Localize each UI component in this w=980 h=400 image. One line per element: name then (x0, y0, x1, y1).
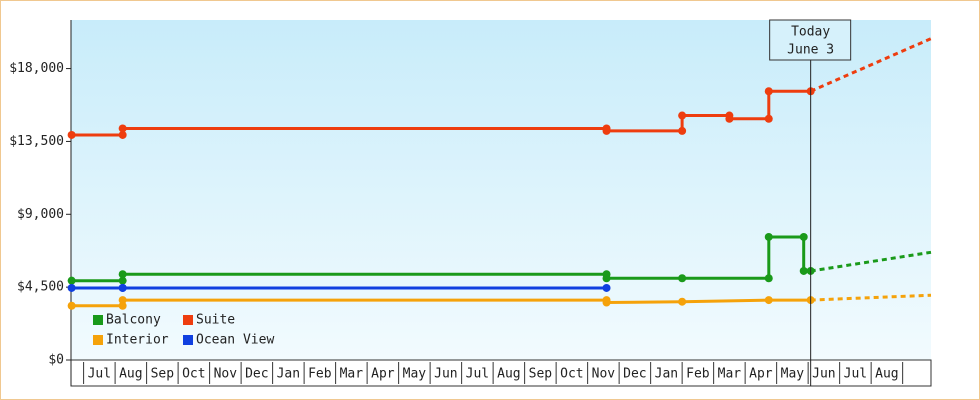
legend-label: Suite (196, 313, 235, 328)
forecast-line (810, 37, 932, 93)
point (602, 274, 611, 283)
legend-swatch (183, 315, 193, 325)
x-tick-label: Oct (182, 367, 205, 382)
legend-label: Interior (106, 333, 169, 348)
point (602, 298, 611, 307)
x-tick-label: Apr (749, 367, 773, 382)
x-tick-label: Jan (655, 367, 678, 382)
legend-swatch (183, 335, 193, 345)
x-tick-label: Mar (340, 367, 364, 382)
x-tick-label: Aug (875, 367, 898, 382)
x-tick-label: Jul (844, 367, 867, 382)
point (764, 296, 773, 305)
x-tick-label: Nov (592, 367, 616, 382)
legend-label: Ocean View (196, 333, 274, 348)
x-tick-label: Jan (277, 367, 300, 382)
forecast-line (810, 250, 932, 273)
point (67, 276, 76, 285)
y-tick-label: $18,000 (9, 61, 64, 76)
x-tick-label: Nov (214, 367, 238, 382)
x-tick-label: Oct (560, 367, 583, 382)
today-label: Today (791, 25, 830, 40)
x-tick-label: Jun (812, 367, 835, 382)
point (67, 283, 76, 292)
plot-area (71, 20, 931, 360)
point (118, 296, 127, 305)
point (118, 283, 127, 292)
point (678, 297, 687, 306)
y-tick-label: $0 (48, 353, 64, 368)
x-tick-label: Dec (245, 367, 268, 382)
point (799, 232, 808, 241)
point (678, 126, 687, 135)
point (118, 301, 127, 310)
point (764, 87, 773, 96)
y-tick-label: $9,000 (17, 207, 64, 222)
x-axis-box (70, 359, 932, 387)
x-tick-label: Jul (88, 367, 111, 382)
point (764, 232, 773, 241)
point (764, 114, 773, 123)
point (678, 274, 687, 283)
point (118, 276, 127, 285)
today-label: June 3 (787, 43, 834, 58)
x-tick-label: Sep (151, 367, 175, 382)
point (799, 266, 808, 275)
point (602, 283, 611, 292)
x-tick-label: Dec (623, 367, 646, 382)
today-box (769, 19, 852, 61)
forecast-line (810, 293, 932, 302)
x-tick-label: Sep (529, 367, 553, 382)
point (678, 111, 687, 120)
y-tick-label: $4,500 (17, 280, 64, 295)
x-tick-label: Aug (497, 367, 520, 382)
x-tick-label: Jun (434, 367, 457, 382)
x-tick-label: Aug (119, 367, 142, 382)
legend-label: Balcony (106, 313, 161, 328)
x-tick-label: Jul (466, 367, 489, 382)
y-tick-label: $13,500 (9, 134, 64, 149)
point (67, 301, 76, 310)
x-tick-label: Apr (371, 367, 395, 382)
point (118, 270, 127, 279)
point (725, 114, 734, 123)
x-tick-label: Feb (686, 367, 710, 382)
point (118, 124, 127, 133)
legend-swatch (93, 315, 103, 325)
x-tick-label: Feb (308, 367, 332, 382)
x-tick-label: May (781, 367, 805, 382)
point (602, 126, 611, 135)
x-tick-label: Mar (718, 367, 742, 382)
point (118, 130, 127, 139)
point (764, 274, 773, 283)
x-tick-label: May (403, 367, 427, 382)
point (67, 130, 76, 139)
legend-swatch (93, 335, 103, 345)
